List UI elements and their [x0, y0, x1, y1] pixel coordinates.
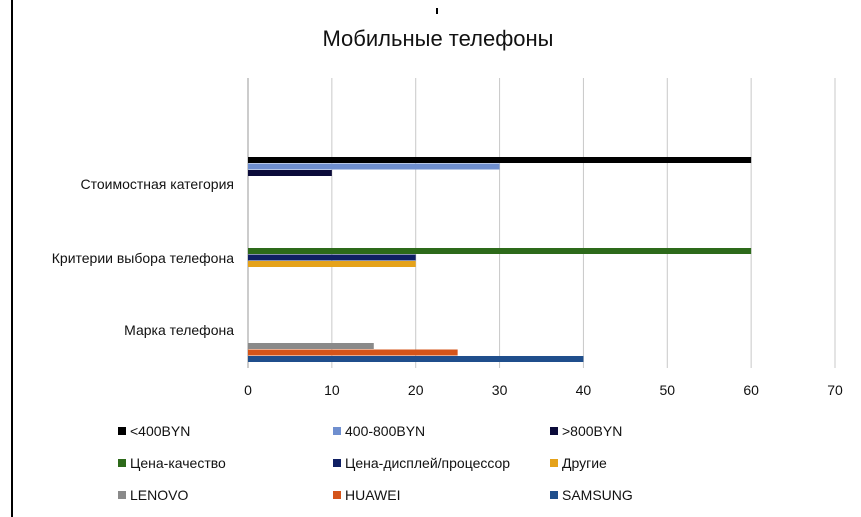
bar: [248, 248, 752, 254]
x-tick-label: 60: [743, 382, 759, 398]
x-tick-label: 0: [244, 382, 252, 398]
x-tick-label: 10: [324, 382, 340, 398]
x-tick-label: 30: [492, 382, 508, 398]
x-tick-label: 50: [659, 382, 675, 398]
category-label: Критерии выбора телефона: [52, 250, 234, 266]
category-labels: Стоимостная категория Критерии выбора тел…: [52, 176, 234, 338]
bar: [248, 163, 500, 170]
bar: [248, 254, 416, 261]
category-label: Марка телефона: [124, 322, 234, 338]
bar: [248, 170, 332, 176]
x-tick-label: 70: [827, 382, 843, 398]
left-frame-border: [11, 0, 13, 517]
gridlines: [247, 78, 836, 368]
x-tick-label: 20: [408, 382, 424, 398]
category-label: Стоимостная категория: [80, 176, 234, 192]
bar: [248, 349, 458, 356]
x-tick-label: 40: [576, 382, 592, 398]
bar: [248, 157, 752, 163]
bar: [248, 261, 416, 267]
bar: [248, 356, 584, 362]
bars: [248, 157, 752, 362]
x-tick-labels: 0 10 20 30 40 50 60 70: [244, 382, 843, 398]
top-mark: [436, 8, 438, 14]
bar: [248, 343, 374, 349]
chart-title: Мобильные телефоны: [322, 26, 553, 51]
